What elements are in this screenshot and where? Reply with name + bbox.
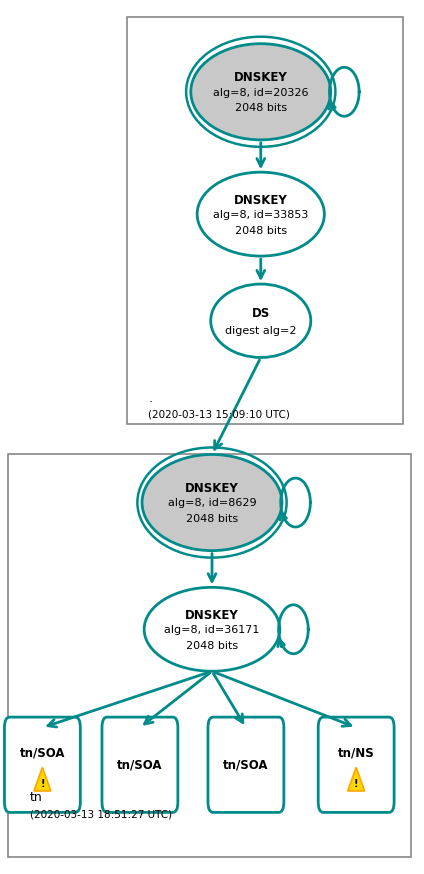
Text: DS: DS xyxy=(251,308,270,320)
Text: 2048 bits: 2048 bits xyxy=(186,514,238,524)
Ellipse shape xyxy=(142,454,282,551)
Text: (2020-03-13 18:51:27 UTC): (2020-03-13 18:51:27 UTC) xyxy=(30,810,172,820)
Text: digest alg=2: digest alg=2 xyxy=(225,326,296,336)
Text: tn: tn xyxy=(30,791,42,804)
Polygon shape xyxy=(34,767,51,791)
Ellipse shape xyxy=(211,284,311,357)
Ellipse shape xyxy=(191,44,331,140)
Text: 2048 bits: 2048 bits xyxy=(235,225,287,236)
Text: tn/SOA: tn/SOA xyxy=(20,746,65,759)
Ellipse shape xyxy=(144,587,280,671)
Text: DNSKEY: DNSKEY xyxy=(234,72,287,84)
Text: !: ! xyxy=(40,779,45,789)
Text: 2048 bits: 2048 bits xyxy=(235,103,287,114)
Polygon shape xyxy=(348,767,365,791)
Text: alg=8, id=20326: alg=8, id=20326 xyxy=(213,87,309,98)
Text: alg=8, id=8629: alg=8, id=8629 xyxy=(167,498,257,509)
Text: (2020-03-13 15:09:10 UTC): (2020-03-13 15:09:10 UTC) xyxy=(148,410,290,420)
Text: DNSKEY: DNSKEY xyxy=(185,609,239,621)
FancyBboxPatch shape xyxy=(102,717,178,813)
Text: alg=8, id=33853: alg=8, id=33853 xyxy=(213,210,308,220)
Text: tn/SOA: tn/SOA xyxy=(223,759,269,771)
Text: 2048 bits: 2048 bits xyxy=(186,641,238,651)
FancyBboxPatch shape xyxy=(5,717,81,813)
FancyBboxPatch shape xyxy=(208,717,284,813)
Text: DNSKEY: DNSKEY xyxy=(185,482,239,495)
FancyBboxPatch shape xyxy=(318,717,394,813)
Text: !: ! xyxy=(354,779,358,789)
Text: .: . xyxy=(148,392,152,405)
FancyBboxPatch shape xyxy=(127,17,403,424)
Ellipse shape xyxy=(197,172,324,256)
Text: DNSKEY: DNSKEY xyxy=(234,194,287,206)
FancyBboxPatch shape xyxy=(8,454,411,857)
Text: tn/NS: tn/NS xyxy=(338,746,374,759)
Text: tn/SOA: tn/SOA xyxy=(117,759,163,771)
Text: alg=8, id=36171: alg=8, id=36171 xyxy=(165,625,259,635)
